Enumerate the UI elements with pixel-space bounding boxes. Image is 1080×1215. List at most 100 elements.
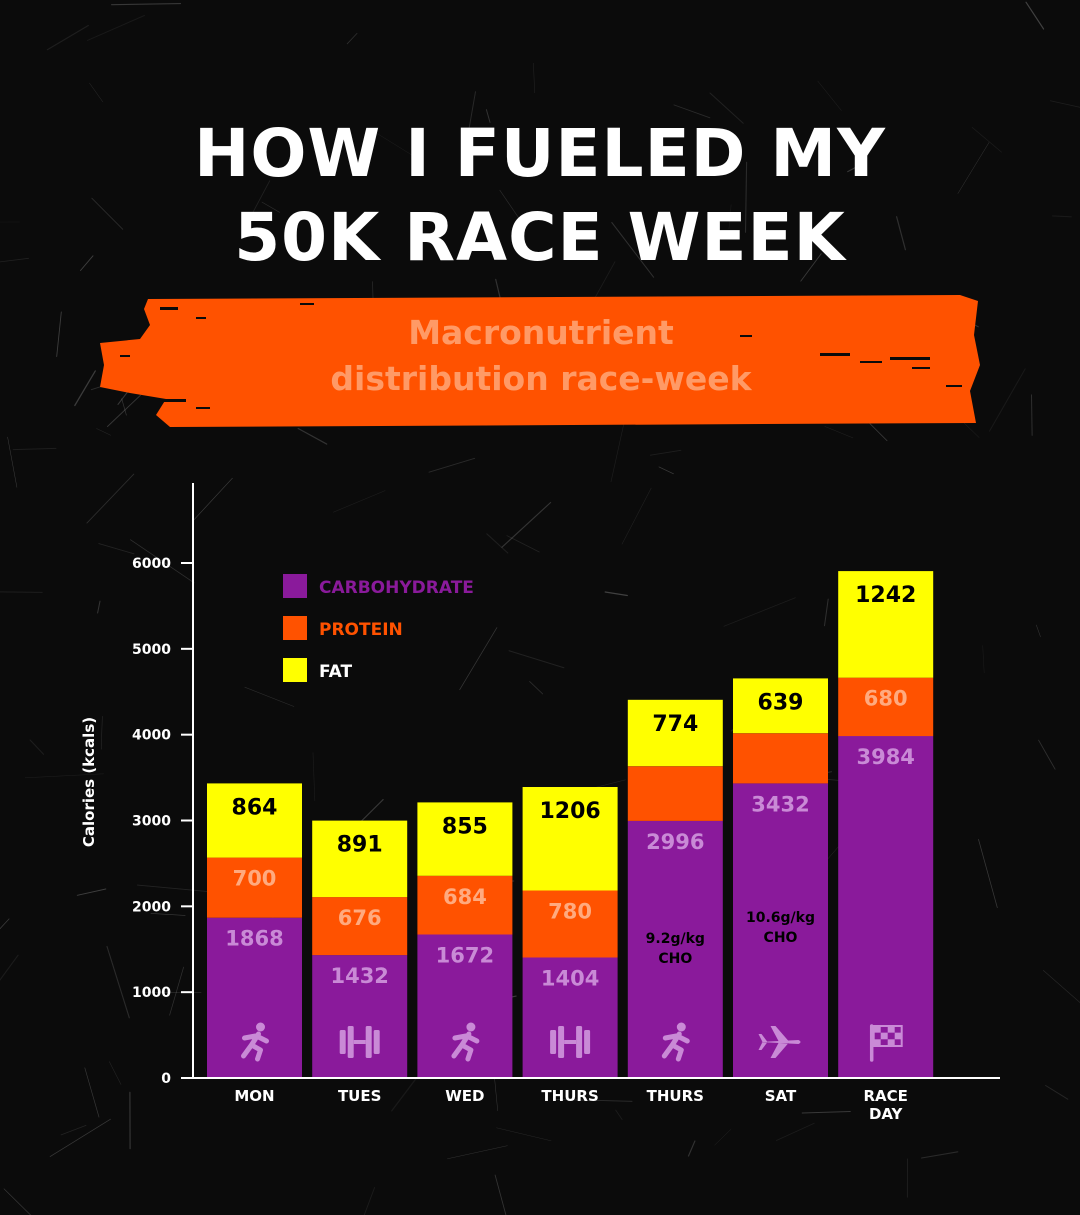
background-scratch [982,645,985,674]
data-label-carbohydrate: 3984 [856,745,914,769]
background-scratch [97,600,101,614]
bar-stack: 3432 639 [733,678,828,1078]
background-scratch [84,1067,100,1118]
background-scratch [1038,739,1056,770]
background-scratch [1025,1,1045,30]
background-scratch [346,32,358,45]
bar-segment-carbohydrate [207,917,302,1078]
dumbbell-icon [550,1026,591,1058]
background-scratch [24,773,104,779]
background-scratch [1052,215,1072,218]
background-scratch [817,80,842,111]
background-scratch [533,62,535,94]
bar-segment-protein [627,766,723,821]
bar-segment-protein [417,875,513,935]
background-scratch [98,543,135,555]
background-scratch [56,311,62,357]
bar-segment-fat [417,802,513,876]
background-scratch [921,1151,959,1159]
background-scratch [709,92,744,124]
bar-segment-protein [838,677,934,737]
y-axis-label: Calories (kcals) [80,717,98,847]
background-scratch [261,201,280,213]
background-scratch [494,1174,507,1215]
background-scratch [363,1187,376,1215]
title-line-1: HOW I FUELED MY [194,115,886,192]
data-label-carbohydrate: 1672 [436,944,494,968]
x-tick-label: THURS [541,1087,598,1105]
bar-segment-fat [522,787,618,891]
subtitle-line-1: Macronutrient [408,313,674,352]
bar-stack: 1432 676 891 [312,820,408,1078]
background-scratch [957,142,990,194]
legend-label: PROTEIN [319,620,403,640]
background-scratch [121,398,127,416]
background-scratch [714,1128,732,1146]
background-scratch [312,752,316,802]
background-scratch [29,739,45,755]
background-scratch [0,591,43,593]
x-tick-label: SAT [765,1087,797,1105]
legend-swatch [283,574,307,598]
data-label-fat: 855 [442,814,488,839]
bar-segment-carbohydrate [838,736,934,1078]
background-scratch [459,627,498,691]
background-scratch [485,109,491,123]
background-scratch [501,501,552,548]
y-tick-label: 0 [161,1071,171,1087]
background-scratch [0,257,30,263]
background-scratch [366,127,417,159]
background-scratch [107,394,141,427]
bar-segment-carbohydrate [522,957,618,1078]
background-scratch [728,204,732,230]
legend-item-carbohydrate: CARBOHYDRATE [283,574,474,598]
background-scratch [89,82,104,103]
background-scratch [971,127,1002,153]
x-tick-label: WED [445,1087,484,1105]
bar-segment-fat [207,783,302,858]
data-label-fat: 639 [758,690,804,715]
background-scratch [86,15,145,41]
background-scratch [658,466,674,475]
background-scratch [611,221,655,278]
background-scratch [76,888,107,896]
data-label-fat: 1242 [855,583,916,608]
data-label-fat: 891 [337,833,383,858]
bar-segment-fat [733,678,828,734]
background-scratch [499,189,525,227]
x-tick-label: THURS [647,1087,704,1105]
data-label-protein: 780 [548,900,592,924]
background-scratch [106,945,130,1019]
background-scratch [824,426,854,439]
background-scratch [508,650,565,669]
legend-item-fat: FAT [283,658,352,682]
background-scratch [3,1188,31,1215]
y-tick-label: 5000 [132,642,171,658]
bar-stack: 1404 780 1206 [522,787,618,1078]
background-scratch [988,368,1026,432]
bar-stack: 2996 774 [627,699,723,1078]
data-label-fat: 864 [232,795,278,820]
background-scratch [192,477,233,522]
background-scratch [823,598,829,627]
background-scratch [169,966,184,1016]
background-scratch [136,884,208,892]
brush-banner [100,295,980,427]
stacked-bar-chart: 1868 700 864 1432 676 891 1672 684 855 1404 780 120… [80,483,1000,1123]
bar-stack: 3984 680 1242 [838,571,934,1078]
running-icon [451,1022,480,1062]
y-tick-label: 2000 [132,899,171,915]
bar-segment-fat [627,699,723,767]
background-scratch [297,427,328,445]
background-scratch [12,447,57,451]
data-label-protein: 680 [864,687,908,711]
background-scratch [447,1145,508,1160]
carb-per-kg-annotation: 10.6g/kg CHO [746,910,815,946]
checkered-flag-icon [869,1024,903,1062]
background-scratch [248,180,271,220]
data-label-fat: 774 [652,712,698,737]
background-scratch [554,1099,633,1102]
legend-swatch [283,616,307,640]
background-scratch [244,686,295,707]
data-label-protein: 700 [233,867,277,891]
